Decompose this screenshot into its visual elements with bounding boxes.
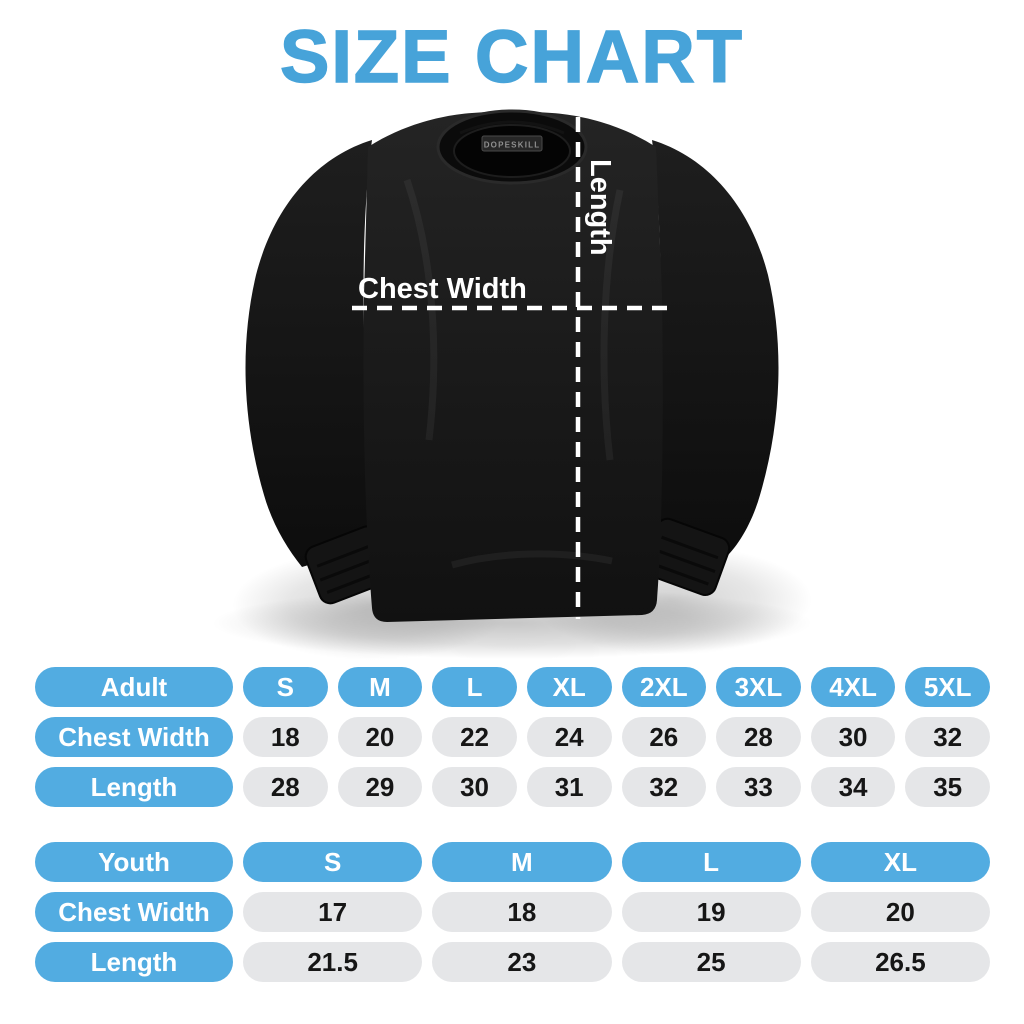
- adult-length-value: 31: [526, 767, 612, 807]
- youth-size-table: Youth S M L XL Chest Width 17 18 19 20 L…: [35, 842, 990, 982]
- adult-size-header-2xl: 2XL: [621, 667, 707, 707]
- youth-chest-width-value: 18: [432, 892, 612, 932]
- collar: DOPESKILL: [436, 109, 588, 185]
- adult-size-header-3xl: 3XL: [716, 667, 801, 707]
- brand-tag-box: [481, 135, 543, 152]
- adult-chest-width-value: 30: [810, 717, 896, 757]
- adult-chest-width-value: 32: [905, 717, 990, 757]
- brand-tag-label: DOPESKILL: [484, 141, 541, 150]
- table-row-adult-chest-width: Chest Width 18 20 22 24 26 28 30 32: [35, 717, 990, 757]
- adult-length-value: 29: [337, 767, 423, 807]
- adult-size-table: Adult S M L XL 2XL 3XL 4XL 5XL Chest Wid…: [35, 667, 990, 807]
- adult-chest-width-value: 22: [432, 717, 517, 757]
- chest-width-label: Chest Width: [358, 273, 527, 305]
- youth-chest-width-value: 17: [243, 892, 423, 932]
- adult-length-value: 34: [810, 767, 896, 807]
- youth-chest-width-value: 19: [621, 892, 801, 932]
- shirt-measurement-diagram: DOPESKILL Chest Width Length: [202, 95, 822, 667]
- length-label: Length: [584, 159, 616, 256]
- adult-chest-width-value: 20: [337, 717, 423, 757]
- youth-length-value: 26.5: [810, 942, 990, 982]
- adult-size-header-xl: XL: [526, 667, 612, 707]
- youth-size-header-m: M: [432, 842, 612, 882]
- adult-size-header-5xl: 5XL: [905, 667, 990, 707]
- right-cuff: [642, 517, 731, 596]
- youth-length-row-label: Length: [35, 942, 233, 982]
- adult-size-header-s: S: [243, 667, 328, 707]
- adult-chest-width-row-label: Chest Width: [35, 717, 233, 757]
- table-row-youth-chest-width: Chest Width 17 18 19 20: [35, 892, 990, 932]
- adult-chest-width-value: 24: [526, 717, 612, 757]
- adult-chest-width-value: 28: [716, 717, 801, 757]
- table-row-adult-length: Length 28 29 30 31 32 33 34 35: [35, 767, 990, 807]
- table-row-adult-header: Adult S M L XL 2XL 3XL 4XL 5XL: [35, 667, 990, 707]
- shirt-body: [363, 111, 663, 622]
- right-sleeve: [636, 140, 779, 561]
- youth-length-value: 23: [432, 942, 612, 982]
- adult-length-value: 33: [716, 767, 801, 807]
- adult-length-value: 35: [905, 767, 990, 807]
- youth-chest-width-value: 20: [810, 892, 990, 932]
- adult-length-value: 30: [432, 767, 517, 807]
- youth-group-header: Youth: [35, 842, 233, 882]
- table-row-youth-header: Youth S M L XL: [35, 842, 990, 882]
- adult-size-header-4xl: 4XL: [810, 667, 896, 707]
- adult-chest-width-value: 26: [621, 717, 707, 757]
- table-row-youth-length: Length 21.5 23 25 26.5: [35, 942, 990, 982]
- adult-length-value: 32: [621, 767, 707, 807]
- page-title: SIZE CHART: [279, 14, 744, 99]
- adult-size-header-l: L: [432, 667, 517, 707]
- adult-length-row-label: Length: [35, 767, 233, 807]
- youth-length-value: 21.5: [243, 942, 423, 982]
- shirt-graphic: DOPESKILL Chest Width Length: [212, 109, 812, 660]
- size-tables: Adult S M L XL 2XL 3XL 4XL 5XL Chest Wid…: [35, 667, 990, 982]
- adult-size-header-m: M: [337, 667, 423, 707]
- youth-size-header-s: S: [243, 842, 423, 882]
- adult-group-header: Adult: [35, 667, 233, 707]
- youth-chest-width-row-label: Chest Width: [35, 892, 233, 932]
- adult-chest-width-value: 18: [243, 717, 328, 757]
- youth-length-value: 25: [621, 942, 801, 982]
- adult-length-value: 28: [243, 767, 328, 807]
- left-sleeve: [245, 140, 388, 567]
- youth-size-header-l: L: [621, 842, 801, 882]
- youth-size-header-xl: XL: [810, 842, 990, 882]
